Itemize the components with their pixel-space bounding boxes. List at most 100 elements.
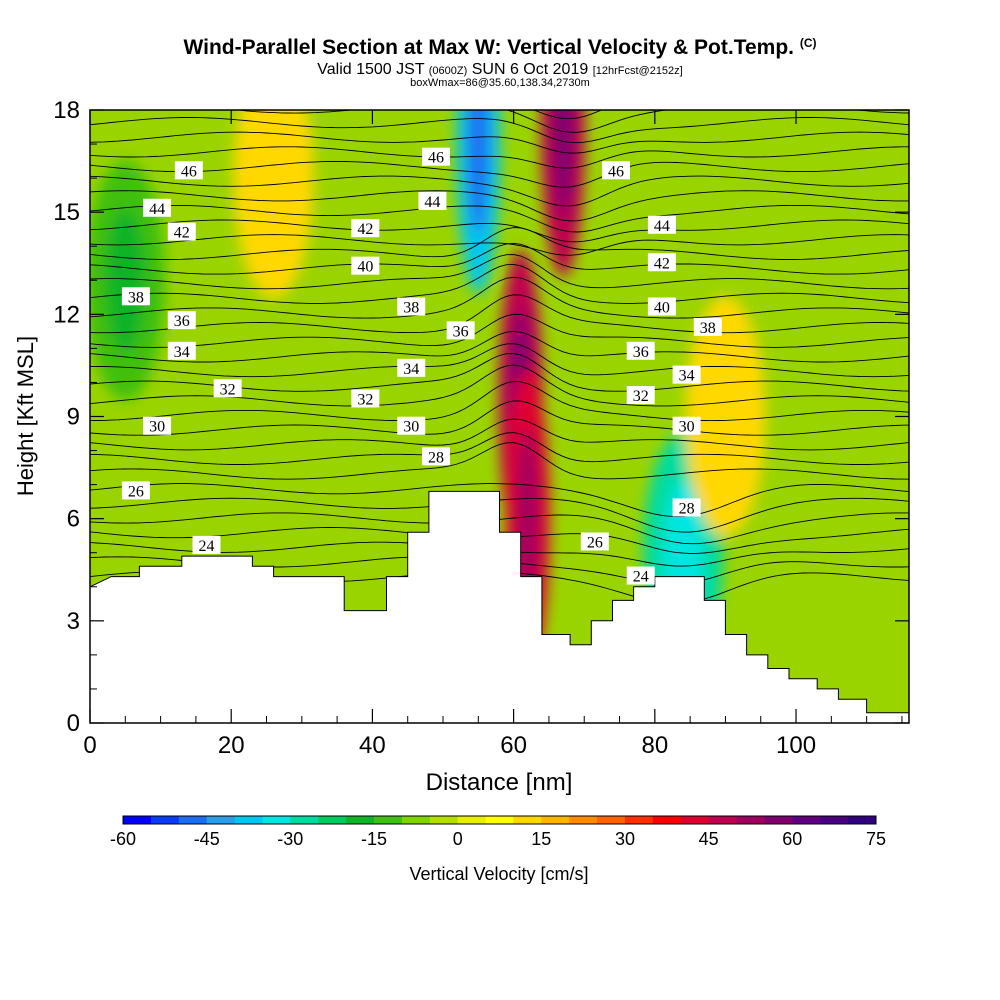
colorbar-swatch (625, 816, 654, 824)
contour-label-text: 34 (174, 344, 190, 361)
x-axis-label: Distance [nm] (426, 769, 573, 796)
colorbar-tick-label: 45 (699, 829, 719, 849)
contour-label: 36 (626, 341, 655, 361)
velocity-feature-core (552, 110, 575, 218)
x-tick-label: 20 (218, 732, 245, 759)
contour-label-box (351, 219, 380, 238)
contour-label: 38 (397, 297, 426, 317)
isotherm-line (90, 442, 909, 480)
colorbar-tick-label: 15 (531, 829, 551, 849)
contour-label: 46 (601, 161, 630, 180)
contour-label: 30 (397, 416, 426, 436)
chart-subtitle: Valid 1500 JST (0600Z) SUN 6 Oct 2019 [1… (0, 61, 1000, 79)
contour-label-box (672, 365, 701, 384)
colorbar-tick-label: -15 (361, 829, 387, 849)
colorbar-swatch (597, 816, 626, 824)
colorbar-swatch (736, 816, 765, 824)
isotherm-line (90, 190, 909, 222)
contour-label-text: 30 (679, 419, 695, 436)
colorbar-swatch (652, 816, 682, 824)
colorbar-swatch (401, 816, 431, 824)
colorbar-swatch (708, 816, 737, 824)
contour-label-text: 32 (220, 381, 236, 398)
chart-title-text: Wind-Parallel Section at Max W: Vertical… (183, 36, 794, 59)
contour-label-text: 28 (679, 500, 695, 517)
contour-label-text: 36 (633, 344, 649, 361)
contour-label-box (626, 341, 655, 360)
y-tick-label: 0 (67, 710, 80, 737)
contour-label: 46 (421, 147, 450, 167)
x-tick-label: 40 (359, 732, 386, 759)
valid-time: Valid 1500 JST (317, 61, 425, 78)
colorbar: -60 -45 -30 -15 0 15 30 45 60 75 (110, 815, 886, 849)
isotherm-line (90, 219, 909, 243)
isotherm-line (90, 254, 909, 290)
colorbar-swatch (569, 816, 598, 824)
isotherm-line (90, 313, 909, 348)
colorbar-label: Vertical Velocity [cm/s] (409, 864, 588, 884)
isotherm-line (90, 117, 909, 144)
contour-label: 34 (167, 341, 196, 361)
contour-label-box (647, 297, 676, 316)
colorbar-swatch (680, 816, 710, 824)
colorbar-frame (122, 815, 877, 825)
contour-label-text: 40 (654, 300, 670, 317)
contour-label: 36 (167, 311, 196, 330)
colorbar-swatch (485, 816, 514, 824)
contour-label: 40 (351, 256, 380, 276)
contour-label-text: 34 (403, 361, 419, 378)
colorbar-swatch (318, 816, 347, 824)
chart-title: Wind-Parallel Section at Max W: Vertical… (0, 36, 1000, 60)
contour-label: 28 (421, 447, 450, 466)
contour-label-text: 32 (633, 388, 649, 405)
colorbar-tick-label: 30 (615, 829, 635, 849)
contour-label: 28 (672, 498, 701, 517)
x-tick-label: 60 (500, 732, 527, 759)
velocity-field (90, 110, 909, 723)
contour-label-box (121, 481, 150, 500)
isotherm-line (90, 146, 909, 169)
isotherm-line (90, 263, 909, 304)
contour-label: 32 (213, 379, 242, 398)
contour-label-box (397, 416, 426, 435)
contour-label: 24 (192, 535, 221, 555)
contour-label-box (693, 317, 722, 336)
contour-label: 26 (121, 481, 150, 500)
contour-label-text: 44 (654, 218, 670, 235)
isotherm-line (90, 175, 909, 207)
contour-label-box (672, 416, 701, 435)
contour-label-box (421, 447, 450, 466)
isotherm-line (90, 483, 909, 518)
contour-label-text: 38 (700, 320, 716, 337)
isotherm-line (90, 381, 909, 422)
contour-label-text: 38 (403, 300, 419, 317)
velocity-feature-core (105, 208, 146, 353)
contour-label: 40 (647, 297, 676, 317)
contour-label-box (672, 498, 701, 517)
contour-label-text: 30 (403, 419, 419, 436)
contour-label-text: 42 (174, 225, 190, 242)
colorbar-swatch (820, 816, 849, 824)
contour-label: 24 (626, 566, 655, 586)
isotherm-line (90, 234, 909, 256)
contour-label-box (397, 297, 426, 316)
contour-label-text: 46 (608, 163, 624, 180)
contour-label-box (167, 341, 196, 360)
colorbar-swatch (513, 816, 542, 824)
velocity-feature-core (467, 110, 490, 235)
colorbar-swatch (429, 816, 459, 824)
contour-label: 38 (693, 317, 722, 337)
contour-label-text: 36 (174, 313, 190, 330)
contour-label-text: 26 (128, 483, 144, 500)
contour-label-box (626, 566, 655, 585)
contour-label-box (647, 215, 676, 234)
contour-label-text: 36 (453, 323, 469, 340)
isotherm-line (90, 276, 909, 319)
colorbar-tick-label: 60 (782, 829, 802, 849)
colorbar-swatch (234, 816, 263, 824)
colorbar-swatch (792, 816, 821, 824)
contour-label-text: 44 (149, 201, 165, 218)
x-tick-label: 100 (776, 732, 816, 759)
contour-label-box (397, 358, 426, 377)
